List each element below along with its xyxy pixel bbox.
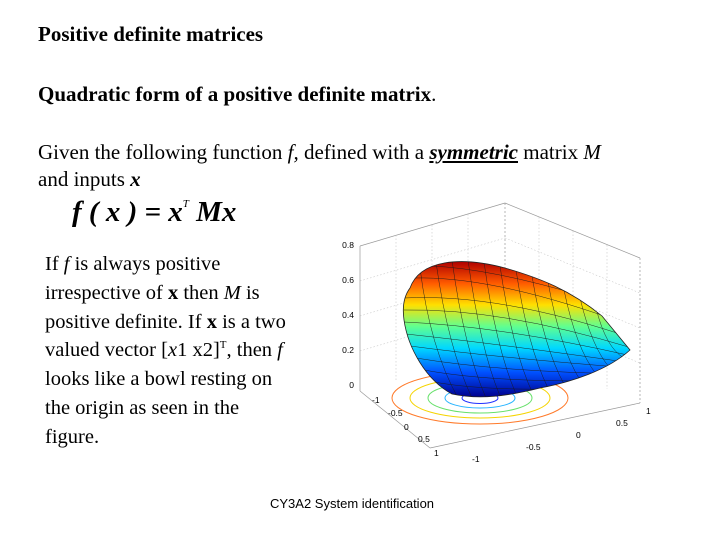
slide-title: Positive definite matrices (38, 22, 264, 46)
x-tick: -1 (372, 395, 380, 405)
subtitle-text: Quadratic form of a positive definite ma… (38, 82, 432, 106)
z-tick: 0.8 (342, 240, 354, 250)
given-symmetric: symmetric (429, 140, 518, 164)
x-tick: 0 (404, 422, 409, 432)
slide-subtitle: Quadratic form of a positive definite ma… (38, 82, 436, 107)
para-transpose: T (219, 339, 227, 352)
formula: f ( x ) = xT Mx (72, 196, 236, 229)
given-f: f, (287, 140, 299, 164)
given-text-1: Given the following function (38, 140, 288, 164)
given-x: x (130, 167, 141, 191)
given-text-4: and inputs (38, 167, 131, 191)
formula-rhs: Mx (188, 196, 237, 228)
z-tick: 0.2 (342, 345, 354, 355)
formula-lhs: f ( x ) = x (72, 196, 183, 228)
bowl-surface (402, 261, 631, 398)
y-tick: 0.5 (616, 418, 628, 428)
z-tick: 0.4 (342, 310, 354, 320)
subtitle-period: . (431, 82, 437, 106)
y-tick: 1 (646, 406, 651, 416)
para-text-8: looks like a bowl resting on the origin … (45, 368, 273, 448)
para-text-5: is a two valued vector [ (45, 310, 286, 362)
para-text-6: 1 x2] (177, 339, 220, 362)
given-text-2: defined with a (298, 140, 430, 164)
y-tick: -0.5 (526, 442, 541, 452)
x-tick: 0.5 (418, 434, 430, 444)
y-axis-ticks: -1 -0.5 0 0.5 1 (472, 406, 651, 464)
para-M: M (223, 281, 241, 304)
x-axis-ticks: -1 -0.5 0 0.5 1 (372, 395, 439, 458)
y-tick: 0 (576, 430, 581, 440)
z-axis-ticks: 0.8 0.6 0.4 0.2 0 (342, 240, 354, 390)
formula-transpose: T (182, 198, 189, 210)
given-text-3: matrix (518, 140, 584, 164)
para-text-1: If (45, 253, 64, 275)
para-f-2: f (277, 339, 283, 362)
z-tick: 0 (349, 380, 354, 390)
para-text-7: , then (226, 339, 278, 362)
given-M: M (583, 140, 601, 164)
para-text-4: is positive definite. If (45, 281, 260, 333)
z-tick: 0.6 (342, 275, 354, 285)
bowl-surface-figure: 0.8 0.6 0.4 0.2 0 -1 -0.5 0 0.5 1 -1 -0.… (342, 202, 651, 464)
given-sentence: Given the following function f, defined … (38, 139, 708, 193)
para-text-2: is always positive irrespective of (45, 253, 221, 304)
para-x-2: x (206, 310, 217, 333)
explanation-paragraph: If f is always positive irrespective of … (45, 250, 290, 452)
para-x-3: x (167, 339, 178, 362)
footer-label: CY3A2 System identification (270, 496, 435, 511)
x-tick: 1 (434, 448, 439, 458)
y-tick: -1 (472, 454, 480, 464)
para-text-3: then (178, 281, 224, 304)
para-f-1: f (63, 253, 70, 275)
para-x-1: x (167, 281, 179, 304)
x-tick: -0.5 (388, 408, 403, 418)
